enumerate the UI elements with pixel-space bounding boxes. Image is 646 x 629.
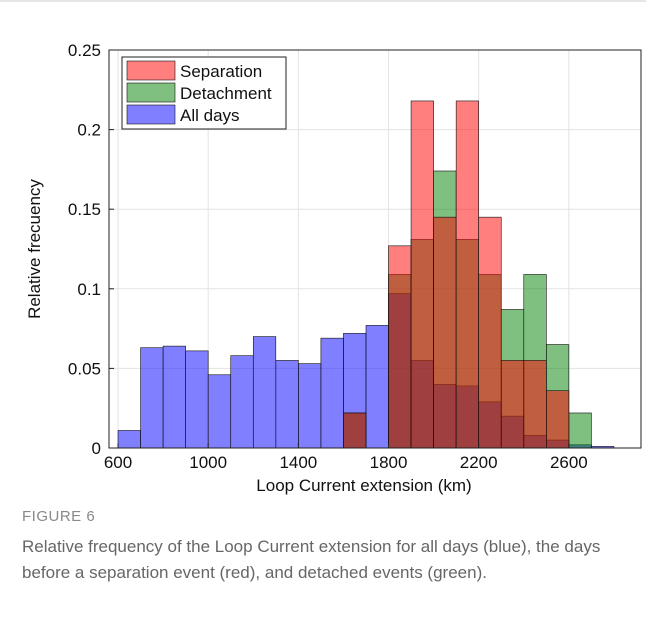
- legend-label: Separation: [180, 62, 262, 81]
- bar: [546, 390, 570, 448]
- bar: [500, 360, 525, 448]
- y-tick-label: 0: [92, 439, 101, 458]
- x-tick-label: 600: [104, 453, 132, 472]
- legend-swatch: [126, 82, 176, 103]
- x-axis-label: Loop Current extension (km): [256, 476, 471, 495]
- bar: [478, 216, 502, 448]
- y-tick-label: 0.2: [77, 121, 101, 140]
- legend-label: All days: [180, 106, 240, 125]
- legend-label: Detachment: [180, 84, 272, 103]
- y-tick-label: 0.05: [68, 359, 101, 378]
- x-tick-label: 2200: [460, 453, 498, 472]
- x-tick-label: 2600: [550, 453, 588, 472]
- bar: [275, 360, 299, 448]
- bar: [117, 430, 141, 448]
- bar: [185, 350, 209, 448]
- figure-label: FIGURE 6: [22, 508, 96, 525]
- plot-frame: [108, 49, 642, 449]
- bar: [140, 347, 164, 448]
- bar: [207, 374, 232, 448]
- bar: [298, 363, 322, 448]
- bar: [433, 216, 457, 448]
- bar: [388, 245, 412, 448]
- bar: [252, 336, 277, 448]
- chart: 0 0.05 0.1 0.15 0.2 0.25 600 1000 1400 1800 2200 26…: [0, 0, 646, 495]
- x-tick-label: 1000: [189, 453, 227, 472]
- bar: [320, 337, 344, 448]
- bar: [410, 100, 434, 448]
- y-tick-label: 0.25: [68, 41, 101, 60]
- bar: [455, 100, 479, 448]
- bar: [343, 412, 367, 448]
- x-tick-label: 1400: [279, 453, 317, 472]
- y-tick-label: 0.1: [77, 280, 101, 299]
- figure-caption: Relative frequency of the Loop Current e…: [22, 537, 601, 582]
- legend-swatch: [126, 60, 176, 81]
- legend-swatch: [126, 104, 176, 125]
- y-axis-label: Relative frecuency: [25, 179, 44, 319]
- y-tick-label: 0.15: [68, 200, 101, 219]
- bar: [230, 355, 254, 448]
- bar: [162, 345, 186, 448]
- bar: [365, 325, 389, 448]
- bar: [523, 360, 547, 448]
- x-tick-label: 1800: [370, 453, 408, 472]
- bar: [568, 412, 592, 448]
